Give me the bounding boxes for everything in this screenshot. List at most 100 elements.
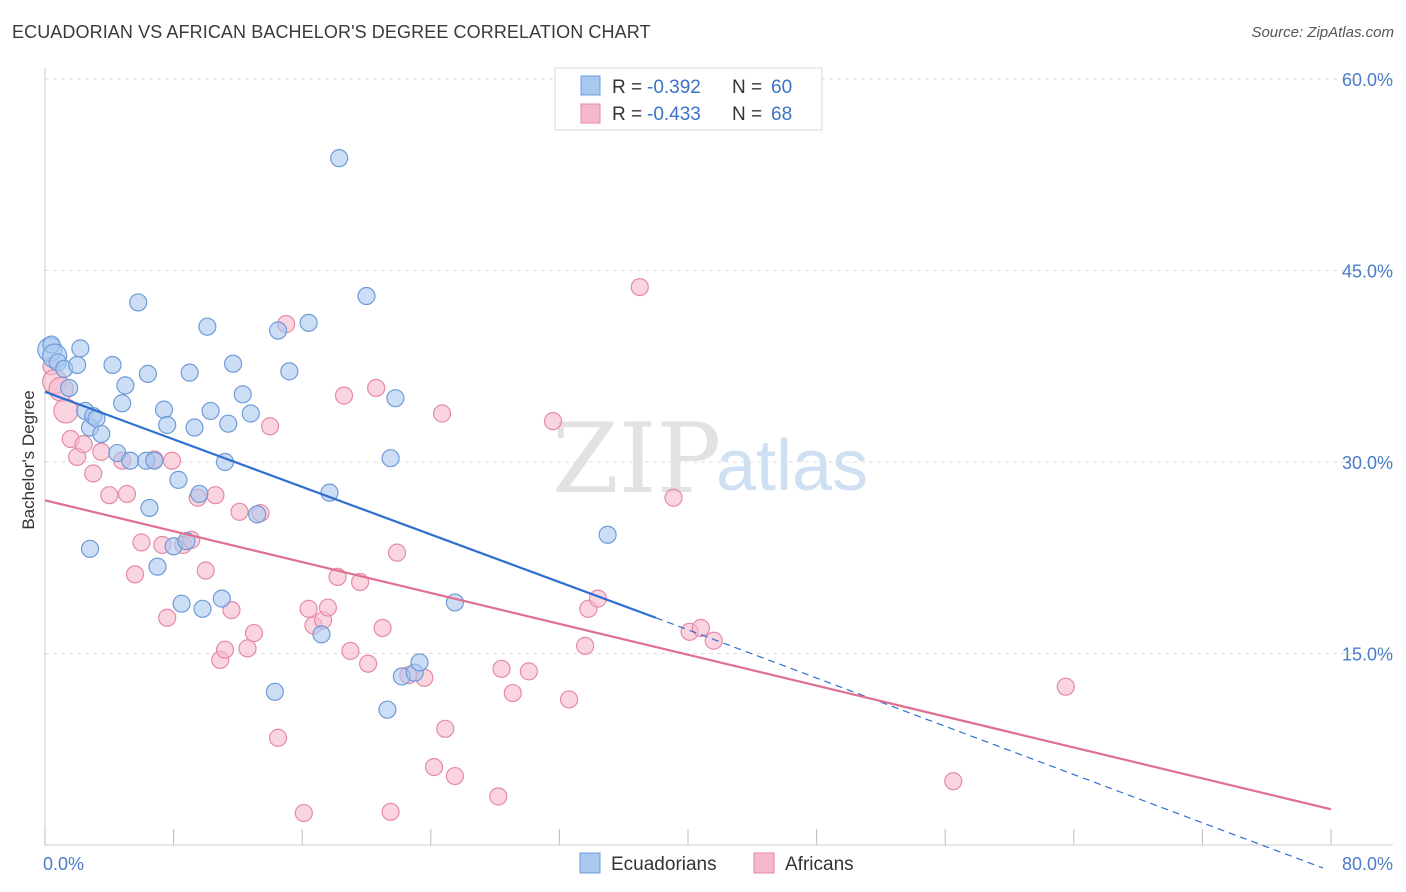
africans-point-40 (341, 641, 360, 661)
ecuadorians-point-56 (410, 653, 429, 672)
ecuadorians-point-20 (138, 364, 157, 384)
legend-ecuadorians-label: Ecuadorians (611, 854, 717, 875)
legend-africans-swatch (753, 852, 775, 874)
axes (44, 68, 1393, 846)
ecuadorians-point-43 (265, 682, 284, 701)
ecuadorians-point-33 (193, 599, 212, 618)
africans-point-11 (117, 484, 137, 504)
ecuadorians-point-5 (60, 378, 79, 398)
africans-point-37 (318, 598, 338, 617)
ecuadorians-point-46 (299, 313, 318, 332)
africans-point-17 (162, 451, 182, 470)
x-tick-label-0: 0.0% (43, 854, 84, 874)
ecuadorians-point-31 (185, 418, 204, 437)
legend-r-value-1: -0.392 (647, 77, 701, 98)
africans-point-50 (432, 404, 452, 423)
y-tick-label-3: 60.0% (1342, 70, 1393, 90)
source-credit: Source: ZipAtlas.com (1251, 24, 1394, 41)
ecuadorians-point-21 (140, 498, 159, 518)
ecuadorians-point-6 (68, 355, 87, 375)
africans-point-16 (158, 608, 177, 627)
ecuadorians-trendline (44, 390, 657, 619)
y-tick-label-1: 30.0% (1342, 453, 1393, 473)
africans-point-6 (74, 435, 93, 454)
africans-point-45 (381, 802, 400, 821)
ecuadorians-point-39 (223, 354, 243, 373)
ecuadorians-point-59 (80, 539, 100, 558)
ecuadorians-point-28 (172, 594, 191, 613)
trendlines (44, 390, 1332, 869)
x-tick-label-1: 80.0% (1342, 854, 1393, 874)
legend-r-value-2: -0.433 (647, 104, 701, 125)
ecuadorians-point-38 (219, 414, 238, 433)
africans-point-59 (576, 636, 595, 655)
ecuadorians-point-29 (177, 532, 196, 551)
africans-points (42, 277, 1075, 823)
africans-point-26 (230, 502, 249, 521)
legend-n-label-1: N = (732, 77, 762, 98)
ecuadorians-point-13 (103, 355, 122, 375)
africans-point-34 (299, 599, 318, 618)
watermark: ZIP atlas (552, 403, 868, 515)
watermark-atlas: atlas (716, 426, 868, 506)
y-axis-label: Bachelor's Degree (19, 390, 38, 529)
legend-africans-label: Africans (785, 854, 854, 875)
ecuadorians-trendline-extension (655, 617, 1324, 869)
ecuadorians-point-7 (71, 339, 90, 358)
africans-point-44 (373, 618, 392, 638)
ecuadorians-point-52 (381, 449, 400, 468)
legend-n-label-2: N = (732, 104, 762, 125)
ecuadorians-point-48 (320, 483, 339, 502)
africans-trendline (44, 499, 1332, 811)
legend-r-label-2: R = (612, 104, 642, 125)
legend-r-label-1: R = (612, 77, 642, 98)
ecuadorians-point-40 (233, 385, 252, 404)
ecuadorians-point-12 (92, 424, 111, 444)
africans-point-56 (519, 662, 538, 681)
legend-pink-swatch (580, 103, 601, 124)
ecuadorians-points (37, 149, 617, 719)
legend-blue-swatch (580, 75, 601, 96)
africans-point-8 (92, 442, 111, 461)
ecuadorians-point-50 (357, 286, 376, 306)
legend-ecuadorians-swatch (579, 852, 601, 874)
x-tick-labels: 0.0% 80.0% (43, 854, 1393, 874)
ecuadorians-point-30 (180, 363, 199, 382)
africans-point-43 (367, 378, 386, 398)
africans-point-39 (334, 386, 354, 405)
africans-point-57 (543, 412, 563, 431)
africans-point-51 (436, 719, 455, 738)
africans-point-55 (503, 683, 522, 703)
africans-point-28 (244, 623, 264, 643)
africans-point-33 (294, 803, 313, 823)
africans-point-21 (196, 561, 215, 580)
legend-n-value-1: 60 (771, 77, 792, 98)
africans-point-42 (359, 654, 378, 673)
ecuadorians-point-32 (190, 484, 209, 504)
series-legend: Ecuadorians Africans (579, 852, 854, 875)
africans-point-31 (268, 728, 288, 747)
africans-point-63 (664, 488, 683, 507)
ecuadorians-point-49 (330, 149, 349, 168)
ecuadorians-point-17 (121, 451, 140, 470)
africans-point-66 (704, 631, 723, 650)
africans-point-22 (206, 486, 225, 505)
ecuadorians-point-42 (248, 505, 267, 524)
ecuadorians-point-15 (113, 394, 132, 413)
ecuadorians-point-47 (312, 625, 331, 644)
africans-point-68 (1056, 677, 1075, 696)
ecuadorians-point-25 (158, 415, 177, 435)
africans-point-46 (387, 543, 407, 562)
ecuadorians-point-24 (154, 400, 174, 419)
y-tick-labels: 15.0% 30.0% 45.0% 60.0% (1342, 70, 1393, 665)
watermark-zip: ZIP (552, 403, 721, 515)
ecuadorians-point-51 (378, 700, 397, 719)
y-tick-label-0: 15.0% (1342, 645, 1393, 665)
ecuadorians-point-34 (198, 317, 217, 336)
ecuadorians-point-16 (116, 376, 135, 395)
africans-point-12 (125, 565, 145, 584)
africans-point-52 (445, 766, 465, 786)
ecuadorians-point-36 (212, 589, 231, 608)
africans-point-30 (260, 417, 280, 436)
ecuadorians-point-53 (386, 389, 405, 408)
